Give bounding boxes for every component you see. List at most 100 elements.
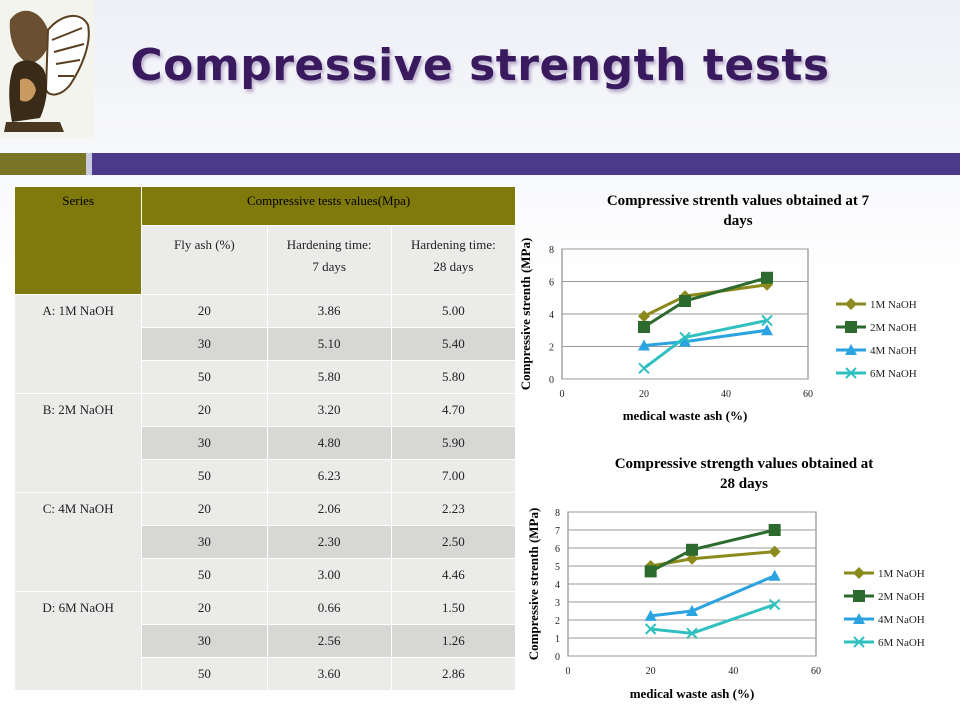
- legend-entry: 1M NaOH: [836, 298, 917, 311]
- y-tick-label: 7: [555, 526, 560, 537]
- accent-bar-gap: [86, 153, 92, 175]
- cell-value: 1.26: [441, 633, 465, 648]
- value-cell: 5.90: [390, 426, 517, 460]
- cell-value: 50: [197, 468, 211, 483]
- square-marker: [853, 590, 865, 602]
- value-cell: 2.23: [390, 492, 517, 526]
- cell-value: 30: [197, 336, 211, 351]
- x-marker: [761, 314, 773, 327]
- subheader-label: Fly ash (%): [174, 237, 235, 252]
- cell-value: 5.10: [317, 336, 341, 351]
- table-row: 30 4.80 5.90: [15, 426, 517, 460]
- value-cell: 1.50: [390, 591, 517, 625]
- value-cell: 50: [141, 657, 268, 691]
- value-cell: 30: [141, 525, 268, 559]
- cell-value: 3.20: [317, 402, 341, 417]
- subheader-cell: Fly ash (%): [141, 225, 268, 295]
- y-tick-label: 5: [555, 562, 560, 573]
- table-row: 50 5.80 5.80: [15, 360, 517, 394]
- value-cell: 30: [141, 327, 268, 361]
- legend-label: 1M NaOH: [870, 299, 917, 311]
- series-4m-naoh: [638, 324, 773, 351]
- legend-entry: 4M NaOH: [844, 613, 925, 626]
- x-marker: [845, 367, 857, 379]
- value-cell: 4.80: [266, 426, 392, 460]
- value-cell: 5.80: [266, 360, 392, 394]
- y-tick-label: 0: [549, 375, 554, 386]
- x-tick-label: 0: [560, 389, 565, 400]
- triangle-marker: [644, 609, 657, 621]
- cell-value: 2.56: [317, 633, 341, 648]
- value-cell: 2.30: [266, 525, 392, 559]
- cell-value: 3.86: [317, 303, 341, 318]
- cell-value: 2.23: [441, 501, 465, 516]
- square-marker: [686, 543, 698, 556]
- cell-value: 30: [197, 435, 211, 450]
- series-cell: C: 4M NaOH: [13, 492, 143, 592]
- x-axis-label: medical waste ash (%): [623, 408, 748, 423]
- value-cell: 0.66: [266, 591, 392, 625]
- chart-title: 28 days: [720, 476, 768, 492]
- y-tick-label: 4: [549, 310, 554, 321]
- cell-value: 50: [197, 567, 211, 582]
- value-cell: 3.00: [266, 558, 392, 592]
- series-line: [650, 603, 776, 635]
- value-cell: 5.80: [390, 360, 517, 394]
- table-row: 30 2.56 1.26: [15, 624, 517, 658]
- square-marker: [644, 565, 657, 578]
- table-row: 30 5.10 5.40: [15, 327, 517, 361]
- cell-value: 2.06: [317, 501, 341, 516]
- series-1m-naoh: [644, 545, 781, 572]
- triangle-marker: [845, 344, 857, 355]
- y-tick-label: 2: [549, 343, 554, 354]
- table-row: A: 1M NaOH 20 3.86 5.00: [13, 294, 517, 394]
- series-2m-naoh: [638, 271, 773, 333]
- legend-label: 2M NaOH: [870, 322, 917, 334]
- y-axis-label: Compressive strenth (MPa): [526, 508, 541, 661]
- cell-value: 50: [197, 369, 211, 384]
- diamond-marker: [768, 545, 781, 558]
- triangle-marker: [853, 613, 865, 624]
- x-tick-label: 0: [566, 666, 571, 677]
- series-6m-naoh: [644, 598, 781, 640]
- table-row: 30 2.30 2.50: [15, 525, 517, 559]
- subheader-label: Hardening time:: [410, 237, 496, 252]
- value-cell: 2.50: [390, 525, 517, 559]
- table-row: 50 3.00 4.46: [15, 558, 517, 592]
- purple-accent-bar: [92, 153, 960, 175]
- legend-label: 2M NaOH: [878, 591, 925, 603]
- triangle-marker: [686, 605, 698, 616]
- value-cell: 20: [141, 294, 268, 328]
- table-row: D: 6M NaOH 20 0.66 1.50: [13, 591, 517, 691]
- cell-value: 20: [197, 600, 211, 615]
- x-tick-label: 40: [728, 666, 738, 677]
- legend-label: 1M NaOH: [878, 568, 925, 580]
- strength-table: Series Compressive tests values(Mpa) Fly a…: [13, 186, 517, 691]
- value-cell: 2.86: [390, 657, 517, 691]
- university-logo: [0, 0, 94, 138]
- x-marker: [768, 598, 781, 611]
- square-marker: [768, 524, 781, 536]
- value-cell: 50: [141, 360, 268, 394]
- cell-value: 5.00: [441, 303, 465, 318]
- legend-entry: 4M NaOH: [836, 344, 917, 357]
- value-cell: 20: [141, 492, 268, 526]
- square-marker: [638, 321, 650, 333]
- chart-title: days: [723, 213, 752, 229]
- cell-value: 50: [197, 666, 211, 681]
- value-cell: 7.00: [390, 459, 517, 493]
- series-6m-naoh: [638, 314, 773, 374]
- series-line: [649, 528, 776, 573]
- triangle-marker: [638, 339, 650, 351]
- legend-label: 4M NaOH: [878, 614, 925, 626]
- cell-value: 20: [197, 303, 211, 318]
- value-cell: 1.26: [390, 624, 517, 658]
- value-cell: 4.70: [390, 393, 517, 427]
- x-tick-label: 60: [803, 389, 813, 400]
- cell-value: 5.80: [441, 369, 465, 384]
- header-series-label: Series: [62, 193, 95, 208]
- chart-7-days: Compressive strenth values obtained at 7…: [518, 193, 917, 423]
- value-cell: 3.86: [266, 294, 392, 328]
- y-tick-label: 4: [555, 580, 560, 591]
- x-tick-label: 40: [721, 389, 731, 400]
